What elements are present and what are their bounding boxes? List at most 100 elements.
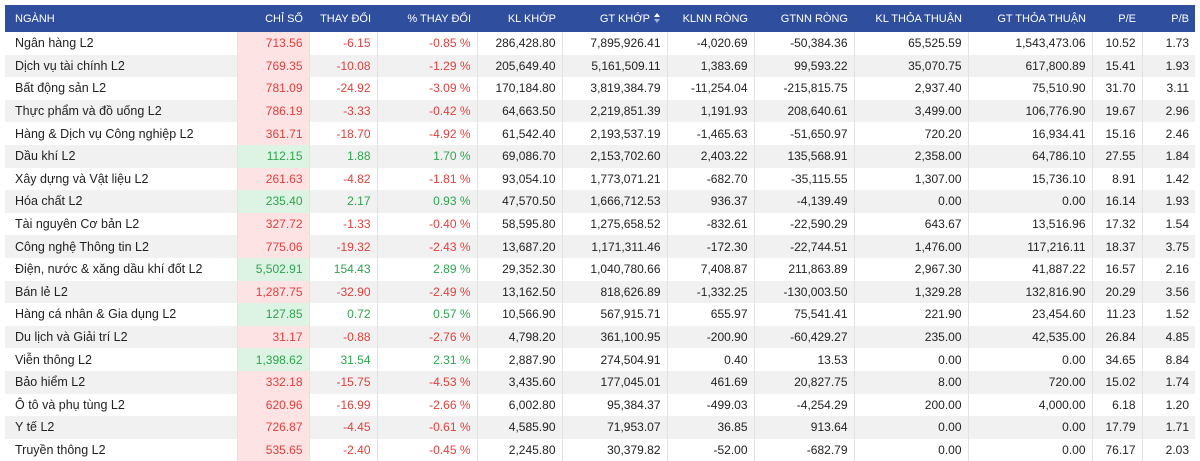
col-header-thay-doi[interactable]: THAY ĐỔI: [309, 5, 377, 32]
col-header-kl-khop[interactable]: KL KHỚP: [477, 5, 562, 32]
row-kl-khop: 13,687.20: [477, 235, 563, 258]
row-name[interactable]: Du lịch và Giải trí L2: [5, 325, 238, 349]
table-row[interactable]: Hóa chất L2 235.40 2.17 0.93 % 47,570.50 1,66…: [5, 190, 1195, 213]
row-name[interactable]: Y tế L2: [5, 416, 238, 439]
row-name[interactable]: Hàng & Dịch vụ Công nghiệp L2: [5, 122, 238, 145]
table-row[interactable]: Dịch vụ tài chính L2 769.35 -10.08 -1.29 % 2…: [5, 54, 1195, 78]
col-header-pe[interactable]: P/E: [1092, 5, 1142, 32]
row-gtnn-rong: -215,815.75: [754, 77, 855, 100]
row-pb: 4.85: [1142, 325, 1195, 349]
row-gtnn-rong: -4,254.29: [754, 393, 855, 417]
row-klnn-rong: -172.30: [667, 235, 755, 258]
row-name[interactable]: Bất động sản L2: [5, 77, 238, 100]
row-index: 5,502.91: [237, 257, 310, 281]
row-gt-khop: 274,504.91: [562, 348, 668, 371]
row-pe: 10.52: [1092, 32, 1143, 55]
table-row[interactable]: Tài nguyên Cơ bản L2 327.72 -1.33 -0.40 % 58…: [5, 212, 1195, 236]
row-gt-thoa-thuan: 0.00: [968, 416, 1093, 439]
table-row[interactable]: Công nghệ Thông tin L2 775.06 -19.32 -2.43 …: [5, 235, 1195, 258]
row-pe: 16.57: [1092, 257, 1143, 281]
row-gt-khop: 5,161,509.11: [562, 54, 668, 78]
row-name[interactable]: Bán lẻ L2: [5, 280, 238, 304]
table-row[interactable]: Du lịch và Giải trí L2 31.17 -0.88 -2.76 % 4…: [5, 325, 1195, 349]
row-change: -18.70: [309, 122, 378, 145]
row-gtnn-rong: 20,827.75: [754, 370, 855, 394]
table-row[interactable]: Ngân hàng L2 713.56 -6.15 -0.85 % 286,428.80…: [5, 32, 1195, 55]
row-index: 361.71: [237, 122, 310, 145]
row-pb: 1.93: [1142, 190, 1195, 213]
row-kl-thoa-thuan: 65,525.59: [854, 32, 969, 55]
row-klnn-rong: 36.85: [667, 416, 755, 439]
col-header-gt-khop[interactable]: GT KHỚP: [562, 5, 667, 32]
table-row[interactable]: Bán lẻ L2 1,287.75 -32.90 -2.49 % 13,162.50 8…: [5, 280, 1195, 304]
table-row[interactable]: Thực phẩm và đồ uống L2 786.19 -3.33 -0.42 …: [5, 99, 1195, 123]
row-pct-change: -2.43 %: [377, 235, 478, 258]
row-name[interactable]: Bảo hiểm L2: [5, 370, 238, 394]
row-klnn-rong: -1,465.63: [667, 122, 755, 145]
row-gt-khop: 95,384.37: [562, 393, 668, 417]
row-kl-thoa-thuan: 2,937.40: [854, 77, 969, 100]
col-header-pb[interactable]: P/B: [1142, 5, 1195, 32]
row-change: -1.33: [309, 212, 378, 236]
row-change: 2.17: [309, 190, 378, 213]
row-pct-change: 0.57 %: [377, 303, 478, 326]
table-row[interactable]: Truyền thông L2 535.65 -2.40 -0.45 % 2,245.8…: [5, 438, 1195, 461]
row-pct-change: -0.45 %: [377, 438, 478, 461]
table-row[interactable]: Ô tô và phụ tùng L2 620.96 -16.99 -2.66 % 6,…: [5, 393, 1195, 417]
table-row[interactable]: Dầu khí L2 112.15 1.88 1.70 % 69,086.70 2,153…: [5, 144, 1195, 168]
row-pe: 17.32: [1092, 212, 1143, 236]
row-gt-thoa-thuan: 15,736.10: [968, 167, 1093, 191]
row-pb: 1.52: [1142, 303, 1195, 326]
row-name[interactable]: Dịch vụ tài chính L2: [5, 54, 238, 78]
row-name[interactable]: Dầu khí L2: [5, 144, 238, 168]
row-kl-thoa-thuan: 643.67: [854, 212, 969, 236]
row-gtnn-rong: 913.64: [754, 416, 855, 439]
col-header-chi-so[interactable]: CHỈ SỐ: [237, 5, 309, 32]
row-name[interactable]: Truyền thông L2: [5, 438, 238, 461]
table-row[interactable]: Y tế L2 726.87 -4.45 -0.61 % 4,585.90 71,953.…: [5, 416, 1195, 439]
row-gt-khop: 1,275,658.52: [562, 212, 668, 236]
row-name[interactable]: Viễn thông L2: [5, 348, 238, 371]
row-change: -10.08: [309, 54, 378, 78]
row-name[interactable]: Xây dựng và Vật liệu L2: [5, 167, 238, 191]
table-row[interactable]: Bảo hiểm L2 332.18 -15.75 -4.53 % 3,435.60 17…: [5, 370, 1195, 394]
row-pb: 3.75: [1142, 235, 1195, 258]
industry-table-container: NGÀNH CHỈ SỐ THAY ĐỔI % THAY ĐỔI KL KHỚP…: [5, 5, 1195, 461]
table-row[interactable]: Viễn thông L2 1,398.62 31.54 2.31 % 2,887.90…: [5, 348, 1195, 371]
row-kl-thoa-thuan: 3,499.00: [854, 99, 969, 123]
col-header-gtnn-rong[interactable]: GTNN RÒNG: [754, 5, 854, 32]
col-header-gt-thoa-thuan[interactable]: GT THỎA THUẬN: [968, 5, 1092, 32]
col-header-nganh[interactable]: NGÀNH: [5, 5, 237, 32]
row-name[interactable]: Ô tô và phụ tùng L2: [5, 393, 238, 417]
row-gt-khop: 177,045.01: [562, 370, 668, 394]
row-gtnn-rong: 135,568.91: [754, 144, 855, 168]
row-pe: 15.02: [1092, 370, 1143, 394]
row-change: -2.40: [309, 438, 378, 461]
table-row[interactable]: Điện, nước & xăng dầu khí đốt L2 5,502.91…: [5, 257, 1195, 281]
table-row[interactable]: Bất động sản L2 781.09 -24.92 -3.09 % 170,18…: [5, 77, 1195, 100]
row-name[interactable]: Ngân hàng L2: [5, 32, 238, 55]
row-index: 726.87: [237, 416, 310, 439]
sort-icon[interactable]: [654, 13, 661, 24]
table-row[interactable]: Hàng & Dịch vụ Công nghiệp L2 361.71 -18.7…: [5, 122, 1195, 145]
row-gt-khop: 71,953.07: [562, 416, 668, 439]
row-name[interactable]: Tài nguyên Cơ bản L2: [5, 212, 238, 236]
row-name[interactable]: Điện, nước & xăng dầu khí đốt L2: [5, 257, 238, 281]
row-pb: 2.46: [1142, 122, 1195, 145]
row-kl-khop: 3,435.60: [477, 370, 563, 394]
row-name[interactable]: Công nghệ Thông tin L2: [5, 235, 238, 258]
row-gt-khop: 2,219,851.39: [562, 99, 668, 123]
row-change: -15.75: [309, 370, 378, 394]
row-name[interactable]: Hóa chất L2: [5, 190, 238, 213]
row-kl-khop: 58,595.80: [477, 212, 563, 236]
col-header-klnn-rong[interactable]: KLNN RÒNG: [667, 5, 754, 32]
col-header-kl-thoa-thuan[interactable]: KL THỎA THUẬN: [854, 5, 968, 32]
row-name[interactable]: Thực phẩm và đồ uống L2: [5, 99, 238, 123]
table-row[interactable]: Xây dựng và Vật liệu L2 261.63 -4.82 -1.81 …: [5, 167, 1195, 191]
row-gt-thoa-thuan: 41,887.22: [968, 257, 1093, 281]
table-row[interactable]: Hàng cá nhân & Gia dụng L2 127.85 0.72 0.57…: [5, 303, 1195, 326]
col-header-pct-thay-doi[interactable]: % THAY ĐỔI: [377, 5, 477, 32]
row-name[interactable]: Hàng cá nhân & Gia dụng L2: [5, 303, 238, 326]
row-pb: 1.84: [1142, 144, 1195, 168]
row-gt-khop: 361,100.95: [562, 325, 668, 349]
